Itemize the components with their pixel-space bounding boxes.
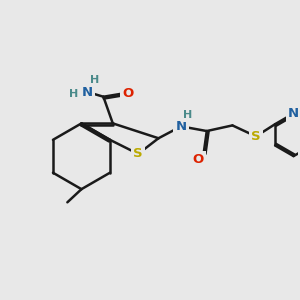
Text: H: H <box>90 75 99 85</box>
Text: S: S <box>133 147 143 161</box>
Text: N: N <box>176 120 187 133</box>
Text: H: H <box>183 110 193 120</box>
Text: O: O <box>122 87 134 100</box>
Text: S: S <box>251 130 261 143</box>
Text: N: N <box>82 85 93 98</box>
Text: N: N <box>288 107 299 120</box>
Text: H: H <box>69 88 78 99</box>
Text: O: O <box>192 153 204 166</box>
